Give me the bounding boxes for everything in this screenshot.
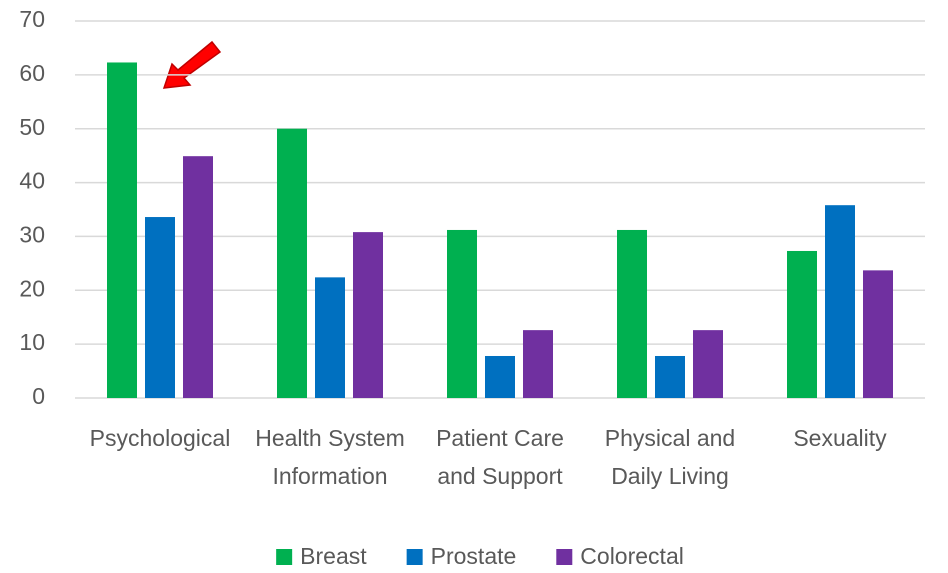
x-tick-label-line: Physical and xyxy=(605,425,735,451)
y-tick-label: 10 xyxy=(19,329,45,355)
x-tick-label: Sexuality xyxy=(793,425,887,451)
legend-item: Breast xyxy=(276,543,367,569)
legend-label: Breast xyxy=(300,543,367,569)
y-tick-label: 0 xyxy=(32,383,45,409)
legend-swatch xyxy=(276,549,293,565)
bar xyxy=(107,62,137,398)
x-tick-label-line: Sexuality xyxy=(793,425,887,451)
bar xyxy=(863,270,893,398)
bar xyxy=(183,156,213,398)
bar xyxy=(655,355,685,398)
legend-item: Colorectal xyxy=(556,543,684,569)
bar xyxy=(485,355,515,398)
y-tick-label: 70 xyxy=(19,6,45,32)
y-tick-label: 50 xyxy=(19,114,45,140)
bar xyxy=(145,217,175,398)
bar xyxy=(277,128,307,398)
bar xyxy=(825,205,855,398)
y-tick-label: 40 xyxy=(19,168,45,194)
legend-item: Prostate xyxy=(406,543,517,569)
x-tick-label-line: Information xyxy=(272,463,387,489)
x-tick-label-line: Daily Living xyxy=(611,463,729,489)
y-tick-label: 60 xyxy=(19,60,45,86)
y-tick-label: 30 xyxy=(19,222,45,248)
bar xyxy=(693,330,723,398)
x-tick-label: Patient Care and Support xyxy=(436,425,564,489)
bar xyxy=(447,229,477,398)
x-tick-label-line: Patient Care xyxy=(436,425,564,451)
x-tick-label-line: and Support xyxy=(437,463,563,489)
bar xyxy=(315,277,345,398)
legend-label: Prostate xyxy=(431,543,517,569)
arrow-annotation xyxy=(162,40,222,89)
bar xyxy=(787,250,817,398)
x-tick-label-line: Health System xyxy=(255,425,405,451)
y-tick-label: 20 xyxy=(19,275,45,301)
x-tick-label-line: Psychological xyxy=(90,425,231,451)
x-tick-label: Health System Information xyxy=(255,425,405,489)
bar xyxy=(353,232,383,398)
x-tick-label: Physical and Daily Living xyxy=(605,425,735,489)
legend-label: Colorectal xyxy=(580,543,684,569)
bar xyxy=(523,330,553,398)
legend-swatch xyxy=(406,549,423,565)
legend-swatch xyxy=(556,549,573,565)
bar xyxy=(617,229,647,398)
x-tick-label: Psychological xyxy=(90,425,231,451)
